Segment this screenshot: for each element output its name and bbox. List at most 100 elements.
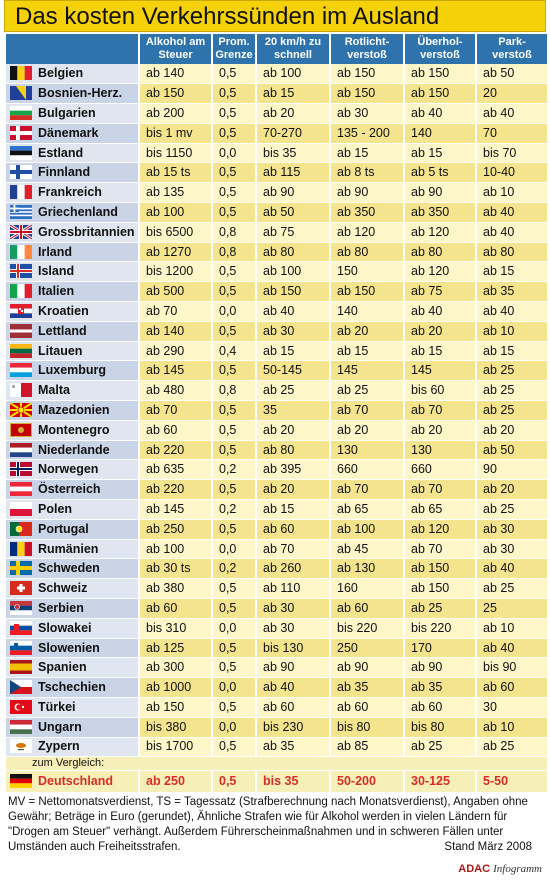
alcohol-cell: ab 70: [138, 400, 212, 421]
alcohol-cell: ab 135: [138, 182, 212, 204]
macedonia-flag-icon: [9, 402, 33, 418]
country-cell: Estland: [4, 143, 139, 164]
speeding-cell: ab 70: [255, 539, 330, 560]
country-name: Türkei: [38, 699, 76, 714]
alcohol-cell: ab 150: [138, 697, 212, 718]
spain-flag-icon: [10, 660, 32, 675]
overtaking-cell: ab 75: [403, 281, 476, 303]
speeding-cell: ab 115: [255, 162, 330, 184]
speeding-cell: ab 15: [255, 83, 330, 105]
country-cell: Ungarn: [4, 717, 139, 738]
red-light-cell: bis 80: [329, 717, 404, 738]
overtaking-cell: bis 80: [403, 717, 476, 738]
alcohol-cell: ab 1000: [138, 677, 212, 698]
france-flag-icon: [10, 185, 32, 200]
country-name: Serbien: [38, 600, 84, 615]
alcohol-cell: ab 150: [138, 83, 212, 105]
parking-cell: ab 35: [475, 281, 547, 303]
country-cell: Finnland: [4, 162, 139, 184]
red-light-cell: ab 150: [329, 64, 404, 85]
overtaking-cell: 170: [403, 638, 476, 659]
table-row: Schweiz ab 380 0,5 ab 110 160 ab 150 ab 25: [4, 578, 547, 600]
red-light-cell: ab 130: [329, 558, 404, 580]
country-cell: Irland: [4, 242, 139, 263]
red-light-cell: 130: [329, 440, 404, 461]
speeding-cell: ab 50: [255, 202, 330, 223]
speeding-cell: ab 15: [255, 499, 330, 520]
limit-cell: 0,0: [211, 143, 256, 164]
red-light-cell: ab 60: [329, 697, 404, 718]
speeding-cell: ab 150: [255, 281, 330, 303]
greece-flag-icon: [10, 204, 32, 219]
overtaking-cell: ab 5 ts: [403, 162, 476, 184]
overtaking-cell: ab 15: [403, 143, 476, 164]
country-name: Estland: [38, 145, 84, 160]
country-cell: Slowakei: [4, 618, 139, 639]
overtaking-cell: ab 20: [403, 420, 476, 441]
limit-cell: 0,8: [211, 222, 256, 243]
alcohol-cell: ab 15 ts: [138, 162, 212, 184]
overtaking-cell: ab 20: [403, 321, 476, 342]
limit-cell: 0,5: [211, 64, 256, 85]
overtaking-cell: ab 25: [403, 737, 476, 758]
table-row: Kroatien ab 70 0,0 ab 40 140 ab 40 ab 40: [4, 301, 547, 322]
alcohol-cell: ab 290: [138, 341, 212, 362]
credit: ADAC Infogramm: [458, 862, 542, 876]
parking-cell: ab 40: [475, 558, 547, 580]
speeding-cell: ab 60: [255, 519, 330, 540]
country-cell: Türkei: [4, 697, 139, 718]
table-row: Montenegro ab 60 0,5 ab 20 ab 20 ab 20 ab 20: [4, 420, 547, 441]
red-light-cell: ab 90: [329, 182, 404, 204]
limit-cell: 0,8: [211, 380, 256, 402]
speeding-cell: bis 35: [255, 143, 330, 164]
alcohol-cell: ab 140: [138, 64, 212, 85]
overtaking-cell: ab 150: [403, 83, 476, 105]
red-light-cell: 50-200: [329, 770, 404, 794]
alcohol-cell: ab 30 ts: [138, 558, 212, 580]
bulgaria-flag-icon: [10, 105, 32, 120]
overtaking-cell: ab 90: [403, 182, 476, 204]
table-row: Deutschland ab 250 0,5 bis 35 50-200 30-125 5-…: [4, 770, 547, 794]
country-cell: Tschechien: [4, 677, 139, 698]
speeding-cell: ab 20: [255, 420, 330, 441]
limit-cell: 0,5: [211, 162, 256, 184]
overtaking-cell: bis 220: [403, 618, 476, 639]
header-parking: Park-verstoß: [475, 34, 547, 64]
red-light-cell: 660: [329, 459, 404, 481]
limit-cell: 0,5: [211, 202, 256, 223]
alcohol-cell: bis 6500: [138, 222, 212, 243]
red-light-cell: ab 25: [329, 380, 404, 402]
montenegro-flag-icon: [10, 422, 32, 437]
slovenia-flag-icon: [10, 640, 32, 655]
parking-cell: ab 10: [475, 717, 547, 738]
country-cell: Grossbritannien: [4, 222, 139, 243]
sweden-flag-icon: [10, 561, 32, 576]
speeding-cell: ab 100: [255, 261, 330, 283]
country-name: Schweiz: [38, 581, 88, 596]
table-row: Bulgarien ab 200 0,5 ab 20 ab 30 ab 40 ab 40: [4, 103, 547, 124]
limit-cell: 0,5: [211, 123, 256, 144]
country-name: Belgien: [38, 66, 84, 81]
table-row: Polen ab 145 0,2 ab 15 ab 65 ab 65 ab 25: [4, 499, 547, 520]
country-cell: Slowenien: [4, 638, 139, 659]
parking-cell: ab 25: [475, 400, 547, 421]
country-cell: Griechenland: [4, 202, 139, 223]
parking-cell: ab 25: [475, 360, 547, 382]
alcohol-cell: ab 145: [138, 360, 212, 382]
overtaking-cell: 660: [403, 459, 476, 481]
speeding-cell: ab 110: [255, 578, 330, 600]
parking-cell: ab 60: [475, 677, 547, 698]
speeding-cell: 50-145: [255, 360, 330, 382]
parking-cell: ab 15: [475, 341, 547, 362]
footnote: MV = Nettomonatsverdienst, TS = Tagessat…: [8, 796, 528, 853]
limit-cell: 0,2: [211, 459, 256, 481]
table-row: Finnland ab 15 ts 0,5 ab 115 ab 8 ts ab 5 ts 1…: [4, 162, 547, 184]
country-name: Montenegro: [38, 422, 110, 437]
title-bar: Das kosten Verkehrssünden im Ausland: [4, 0, 546, 32]
alcohol-cell: ab 200: [138, 103, 212, 124]
poland-flag-icon: [10, 501, 32, 516]
finland-flag-icon: [10, 165, 32, 180]
limit-cell: 0,5: [211, 420, 256, 441]
parking-cell: 90: [475, 459, 547, 481]
country-cell: Litauen: [4, 341, 139, 362]
